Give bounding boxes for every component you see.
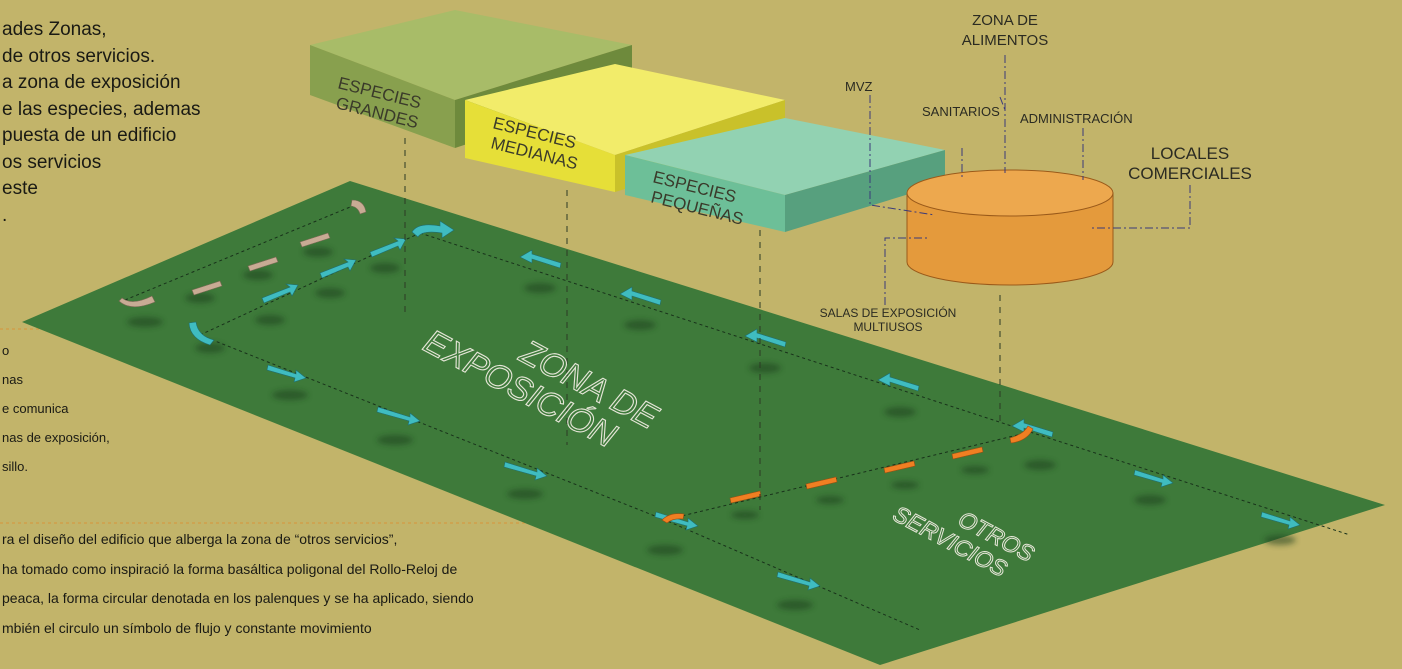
arrows-teal <box>188 220 1301 591</box>
arrow-shadows <box>127 247 1296 610</box>
ground-plane <box>22 181 1385 665</box>
middle-line: nas de exposición, <box>2 430 110 445</box>
middle-line: o <box>2 343 10 358</box>
intro-line: os servicios <box>2 151 102 173</box>
label-locales-1: LOCALES <box>1151 144 1229 163</box>
drop-lines <box>404 138 1001 510</box>
bottom-line: ra el diseño del edificio que alberga la… <box>2 531 398 547</box>
label-salas-2: MULTIUSOS <box>853 320 922 334</box>
intro-line: a zona de exposición <box>2 72 181 93</box>
intro-line: ades Zonas, <box>2 19 107 40</box>
label-zona-alimentos-2: ALIMENTOS <box>962 32 1048 49</box>
label-administracion: ADMINISTRACIÓN <box>1020 111 1133 126</box>
intro-line: este <box>2 178 38 199</box>
label-sanitarios: SANITARIOS <box>922 104 1000 119</box>
intro-line: puesta de un edificio <box>2 125 177 146</box>
bottom-line: peaca, la forma circular denotada en los… <box>2 590 474 606</box>
intro-text: ades Zonas, de otros servicios. a zona d… <box>2 17 201 229</box>
bottom-text: ra el diseño del edificio que alberga la… <box>2 525 474 643</box>
arrows-orange <box>661 425 1034 524</box>
bottom-line: mbién el circulo un símbolo de flujo y c… <box>2 619 372 636</box>
middle-line: e comunica <box>2 401 69 416</box>
label-locales-2: COMERCIALES <box>1128 164 1252 183</box>
label-zona-alimentos-1: ZONA DE <box>972 12 1038 29</box>
middle-line: nas <box>2 372 23 387</box>
leader-lines <box>869 55 1191 305</box>
bottom-line: ha tomado como inspiració la forma basál… <box>2 560 458 577</box>
intro-line: e las especies, ademas <box>2 98 201 120</box>
label-mvz: MVZ <box>845 79 873 94</box>
middle-line: sillo. <box>2 459 29 474</box>
intro-line: . <box>2 204 8 226</box>
services-cylinder <box>906 169 1114 286</box>
block-especies-pequenas: ESPECIES PEQUEÑAS <box>625 118 945 232</box>
arrows-beige <box>118 199 367 308</box>
middle-text: o nas e comunica nas de exposición, sill… <box>2 336 110 481</box>
label-salas-1: SALAS DE EXPOSICIÓN <box>820 305 957 320</box>
intro-line: de otros servicios. <box>2 45 156 67</box>
